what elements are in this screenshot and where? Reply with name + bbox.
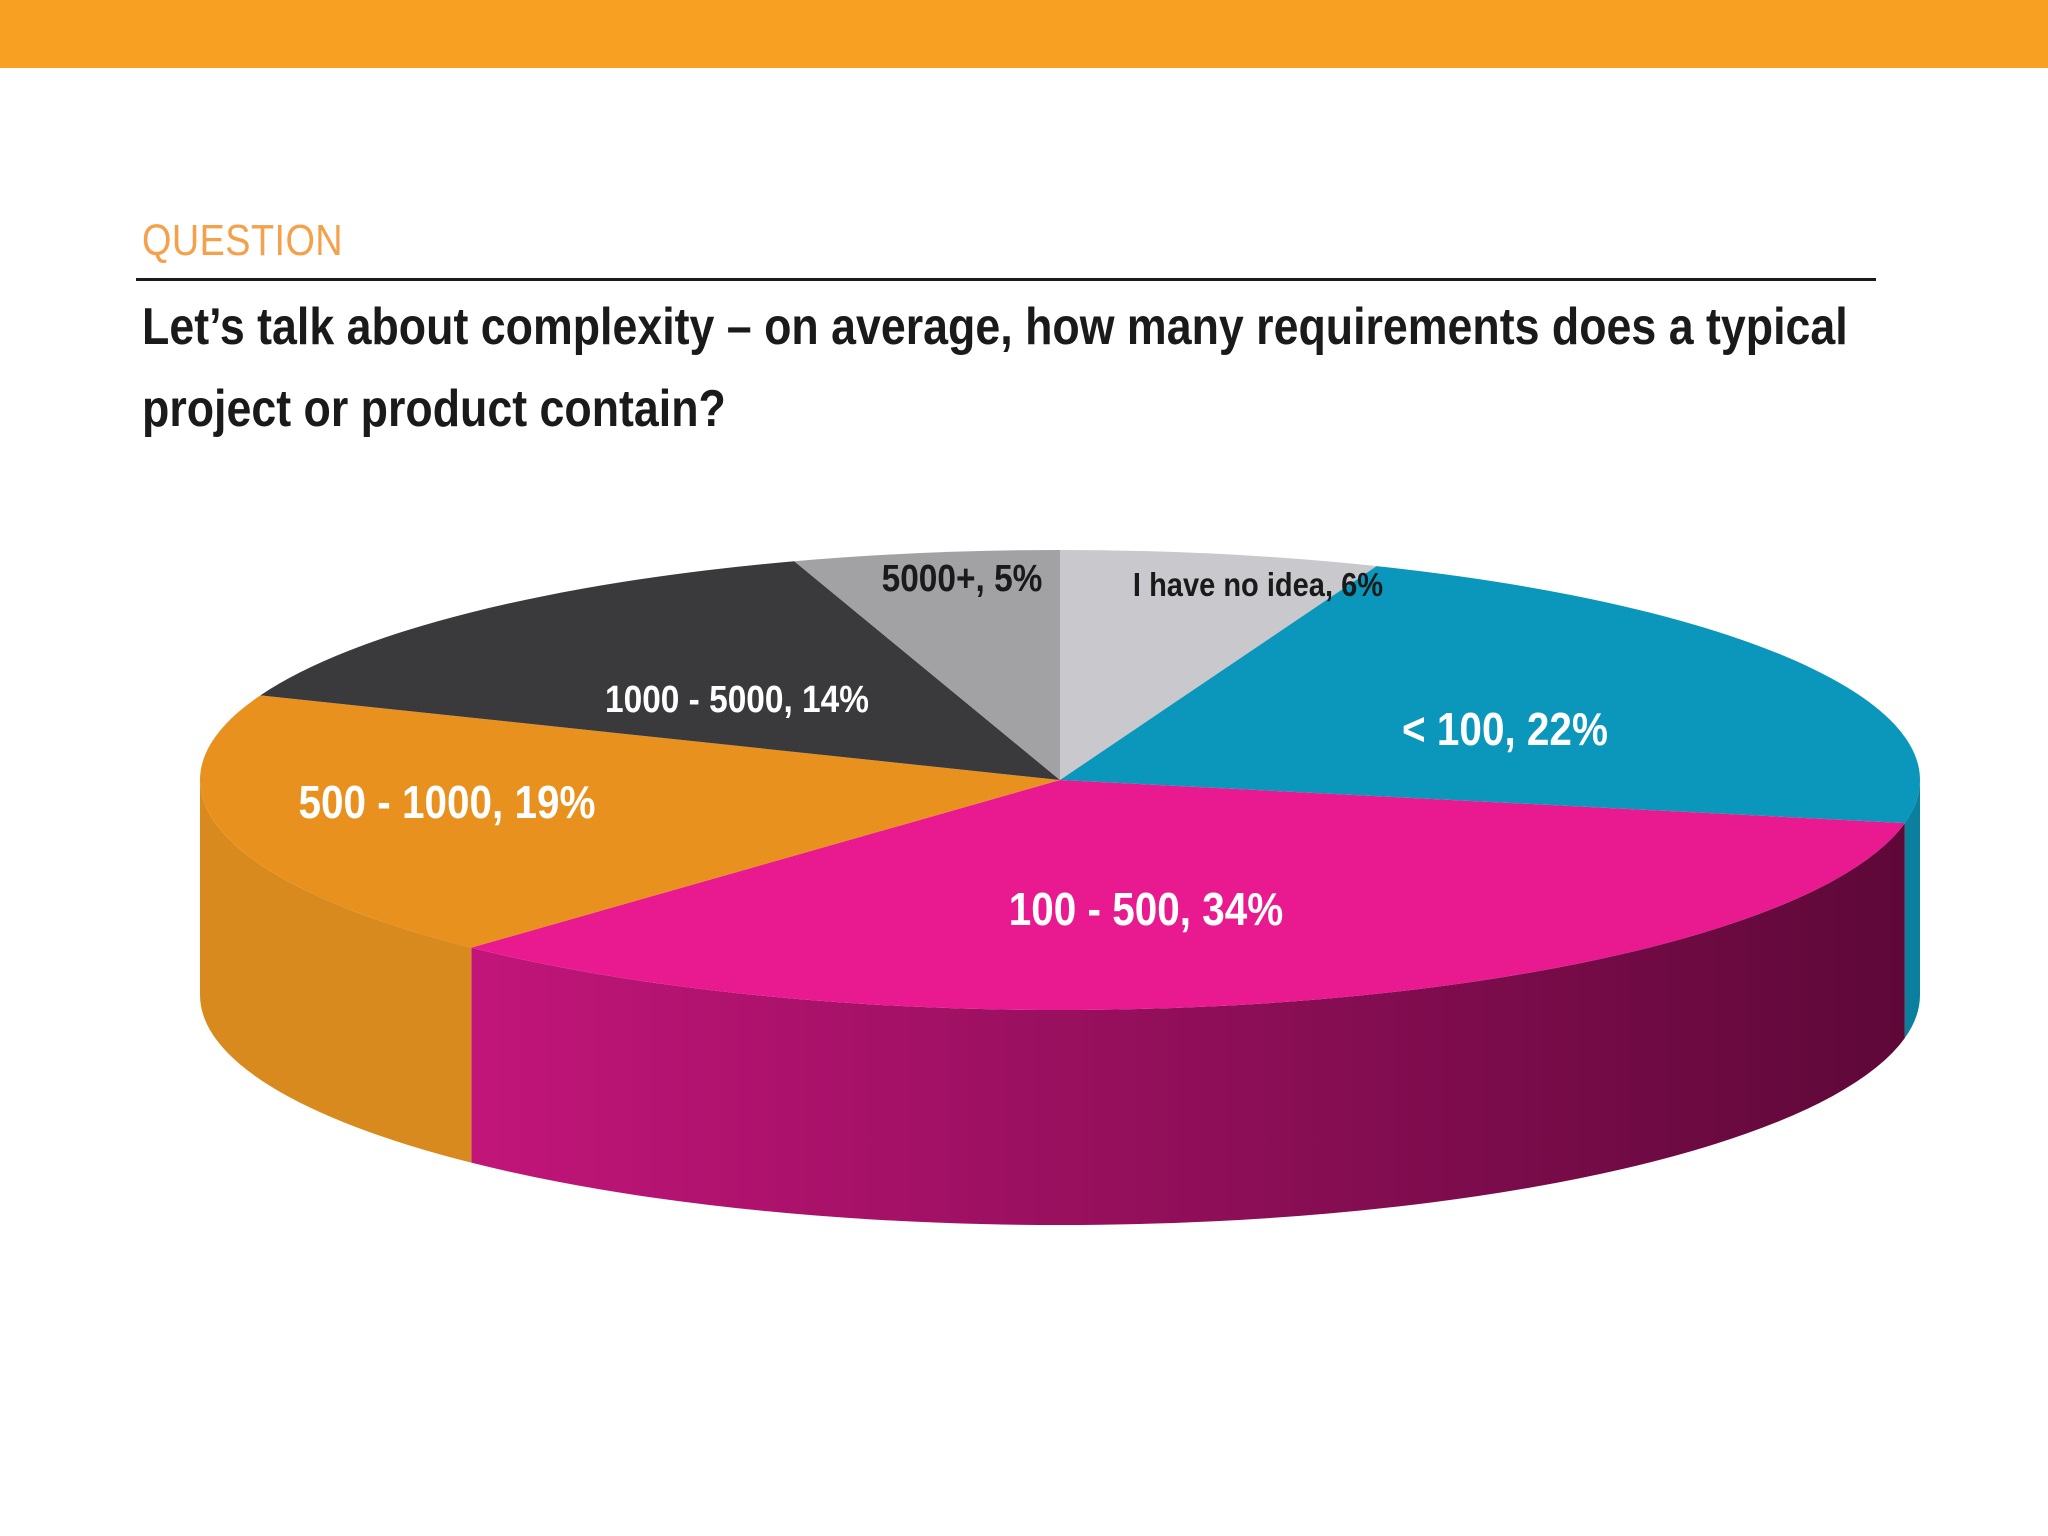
pie-side-3 <box>200 780 472 1163</box>
pie-slice-0 <box>1060 550 1377 780</box>
pie-label-1: < 100, 22% <box>1402 705 1608 756</box>
pie-slice-1 <box>1060 566 1921 824</box>
pie-label-5: 5000+, 5% <box>882 557 1043 599</box>
pie-slice-4 <box>260 561 1060 780</box>
pie-side-2 <box>471 823 1905 1225</box>
pie-label-4: 1000 - 5000, 14% <box>605 678 869 720</box>
pie-slice-5 <box>794 550 1060 780</box>
question-text: Let’s talk about complexity – on average… <box>142 298 1848 438</box>
pie-label-3: 500 - 1000, 19% <box>299 778 596 829</box>
pie-label-0: I have no idea, 6% <box>1133 566 1383 603</box>
pie-label-2: 100 - 500, 34% <box>1009 885 1283 936</box>
pie-slice-2 <box>471 780 1905 1010</box>
top-accent-bar <box>0 0 2048 68</box>
pie-slice-3 <box>200 695 1060 948</box>
header-divider <box>136 278 1876 281</box>
question-label: QUESTION <box>142 216 344 265</box>
pie-side-1 <box>1904 780 1920 1039</box>
